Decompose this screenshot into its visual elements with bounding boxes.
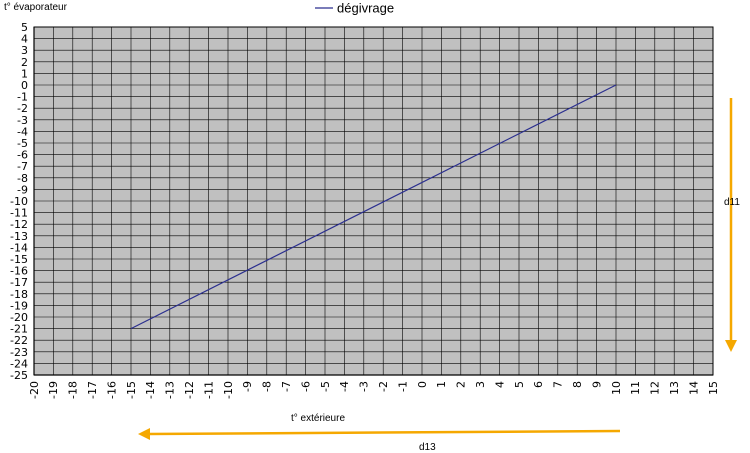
y-tick-label: -5 [17, 137, 28, 150]
y-axis-title: t° évaporateur [4, 2, 68, 13]
x-tick-label: -11 [202, 381, 215, 399]
tick-labels: 543210-1-2-3-4-5-6-7-8-9-10-11-12-13-14-… [10, 21, 720, 399]
x-tick-label: 3 [474, 381, 487, 388]
y-tick-label: 4 [21, 33, 28, 46]
annotation-label-d11: d11 [724, 197, 740, 208]
y-tick-label: 1 [21, 67, 28, 80]
annotation-label-d13: d13 [419, 442, 436, 453]
x-tick-label: -7 [280, 381, 293, 392]
x-tick-label: 9 [590, 381, 603, 388]
arrow-left-icon [147, 429, 621, 436]
x-tick-label: 15 [707, 381, 720, 395]
y-tick-label: -24 [10, 357, 28, 370]
annotation-d11: d11 [724, 98, 740, 352]
y-tick-label: -10 [10, 195, 28, 208]
x-tick-label: 12 [649, 381, 662, 395]
x-tick-label: -3 [358, 381, 371, 392]
y-tick-label: -7 [17, 160, 28, 173]
y-tick-label: -15 [10, 253, 28, 266]
y-tick-label: -21 [10, 323, 28, 336]
series-lines [130, 84, 617, 330]
x-tick-label: -14 [144, 381, 157, 399]
y-tick-label: -11 [10, 207, 28, 220]
x-tick-label: -4 [338, 381, 351, 392]
arrow-head-icon [138, 428, 150, 440]
y-tick-label: -18 [10, 288, 28, 301]
y-tick-label: -2 [17, 102, 28, 115]
y-tick-label: -20 [10, 311, 28, 324]
legend: dégivrage [315, 1, 394, 16]
x-tick-label: -19 [47, 381, 60, 399]
y-tick-label: -1 [17, 91, 28, 104]
y-tick-label: -12 [10, 218, 28, 231]
y-tick-label: -9 [17, 183, 28, 196]
x-tick-label: 0 [416, 381, 429, 388]
y-tick-label: -6 [17, 149, 28, 162]
x-tick-label: -16 [105, 381, 118, 399]
x-tick-label: 1 [435, 381, 448, 388]
y-tick-label: -14 [10, 241, 28, 254]
x-tick-label: 10 [610, 381, 623, 395]
x-tick-label: -15 [125, 381, 138, 399]
y-tick-label: -13 [10, 230, 28, 243]
y-tick-label: 2 [21, 56, 28, 69]
axes [33, 26, 714, 376]
y-tick-label: -16 [10, 265, 28, 278]
x-tick-label: -1 [396, 381, 409, 392]
x-tick-label: -18 [67, 381, 80, 399]
x-tick-label: -10 [222, 381, 235, 399]
x-tick-label: 6 [532, 381, 545, 388]
x-tick-label: -6 [299, 381, 312, 392]
x-axis-title: t° extérieure [291, 413, 345, 424]
x-tick-label: -9 [241, 381, 254, 392]
y-tick-label: 0 [21, 79, 28, 92]
x-tick-label: -20 [28, 381, 41, 399]
x-tick-label: 5 [513, 381, 526, 388]
arrow-head-icon [725, 340, 737, 352]
x-tick-label: 4 [493, 381, 506, 388]
legend-label: dégivrage [337, 1, 394, 16]
annotation-d13: d13 [138, 428, 621, 453]
x-tick-label: -5 [319, 381, 332, 392]
x-tick-label: 2 [455, 381, 468, 388]
y-tick-label: 3 [21, 44, 28, 57]
y-tick-label: -25 [10, 369, 28, 382]
y-tick-label: -22 [10, 334, 28, 347]
x-tick-label: -8 [261, 381, 274, 392]
x-tick-label: 11 [629, 381, 642, 395]
x-tick-label: -17 [86, 381, 99, 399]
y-tick-label: -23 [10, 346, 28, 359]
series-line-degivrage [130, 84, 617, 330]
x-tick-label: 13 [668, 381, 681, 395]
x-tick-label: 8 [571, 381, 584, 388]
x-tick-label: 14 [687, 381, 700, 395]
y-tick-label: -8 [17, 172, 28, 185]
x-tick-label: -12 [183, 381, 196, 399]
x-tick-label: 7 [552, 381, 565, 388]
y-tick-label: 5 [21, 21, 28, 34]
y-tick-label: -19 [10, 299, 28, 312]
x-tick-label: -13 [164, 381, 177, 399]
y-tick-label: -4 [17, 125, 28, 138]
y-tick-label: -3 [17, 114, 28, 127]
y-tick-label: -17 [10, 276, 28, 289]
x-tick-label: -2 [377, 381, 390, 392]
